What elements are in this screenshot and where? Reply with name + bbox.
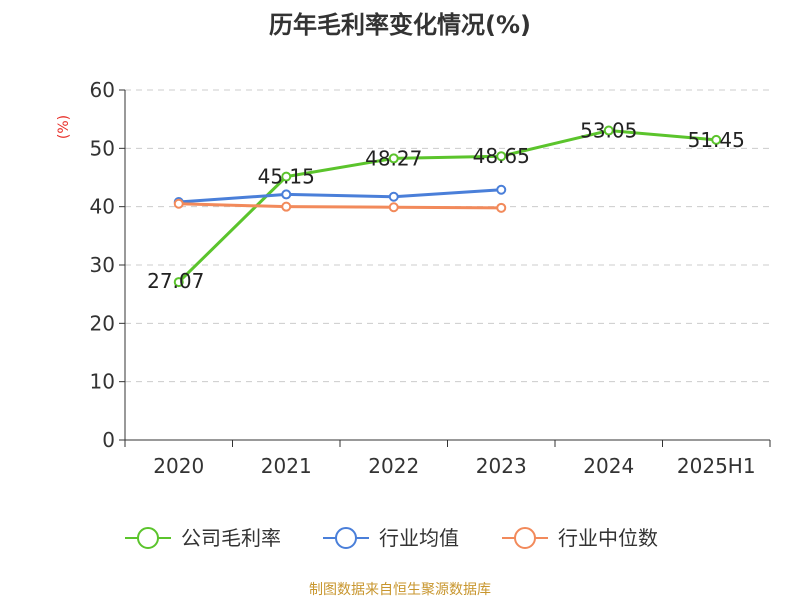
data-point-2 xyxy=(173,198,184,209)
y-tick-label: 40 xyxy=(90,195,115,219)
legend-label: 行业中位数 xyxy=(558,526,658,550)
data-point-2 xyxy=(388,202,399,213)
legend-marker xyxy=(137,527,159,549)
legend-item[interactable]: 行业均值 xyxy=(323,526,459,550)
y-tick-label: 50 xyxy=(90,136,115,160)
x-tick-label: 2024 xyxy=(583,454,634,478)
grid-lines xyxy=(125,89,770,383)
series-line-1 xyxy=(178,188,502,204)
x-tick-label: 2025H1 xyxy=(677,454,756,478)
axes: 0 10 20 30 40 50 60 2020 2021 2022 2023 2024 2025H1 xyxy=(90,78,771,478)
y-axis-unit-label: (%) xyxy=(56,115,72,139)
y-tick-label: 30 xyxy=(90,253,115,277)
data-label: 48.27 xyxy=(365,146,422,170)
data-label: 27.07 xyxy=(147,269,204,293)
y-tick-label: 10 xyxy=(90,370,115,394)
legend-item[interactable]: 公司毛利率 xyxy=(125,526,281,550)
data-point-0 xyxy=(388,153,399,164)
data-point-0 xyxy=(496,151,507,162)
data-point-1 xyxy=(281,189,292,200)
data-point-2 xyxy=(281,201,292,212)
x-tick-label: 2022 xyxy=(368,454,419,478)
data-label: 45.15 xyxy=(258,165,315,189)
chart-title: 历年毛利率变化情况(%) xyxy=(269,11,531,39)
data-label: 48.65 xyxy=(473,144,530,168)
legend-label: 公司毛利率 xyxy=(181,526,281,550)
data-point-0 xyxy=(281,171,292,182)
data-labels: 27.07 45.15 48.27 48.65 53.05 51.45 xyxy=(147,119,745,294)
y-tick-label: 0 xyxy=(102,428,115,452)
series-lines xyxy=(173,125,722,288)
y-tick-label: 60 xyxy=(90,78,115,102)
x-tick-label: 2020 xyxy=(153,454,204,478)
x-tick-label: 2023 xyxy=(476,454,527,478)
data-label: 53.05 xyxy=(580,119,637,143)
data-point-0 xyxy=(173,277,184,288)
data-label: 51.45 xyxy=(688,128,745,152)
legend-label: 行业均值 xyxy=(379,526,459,550)
series-line-2 xyxy=(178,202,502,210)
data-point-1 xyxy=(388,191,399,202)
legend-marker xyxy=(335,527,357,549)
legend-item[interactable]: 行业中位数 xyxy=(502,526,658,550)
x-tick-label: 2021 xyxy=(261,454,312,478)
legend-marker xyxy=(514,527,536,549)
legend[interactable]: 公司毛利率 行业均值 行业中位数 xyxy=(125,526,658,550)
data-point-2 xyxy=(496,202,507,213)
data-point-1 xyxy=(496,184,507,195)
data-point-0 xyxy=(603,125,614,136)
y-tick-label: 20 xyxy=(90,311,115,335)
source-note: 制图数据来自恒生聚源数据库 xyxy=(309,582,491,598)
data-point-0 xyxy=(711,134,722,145)
